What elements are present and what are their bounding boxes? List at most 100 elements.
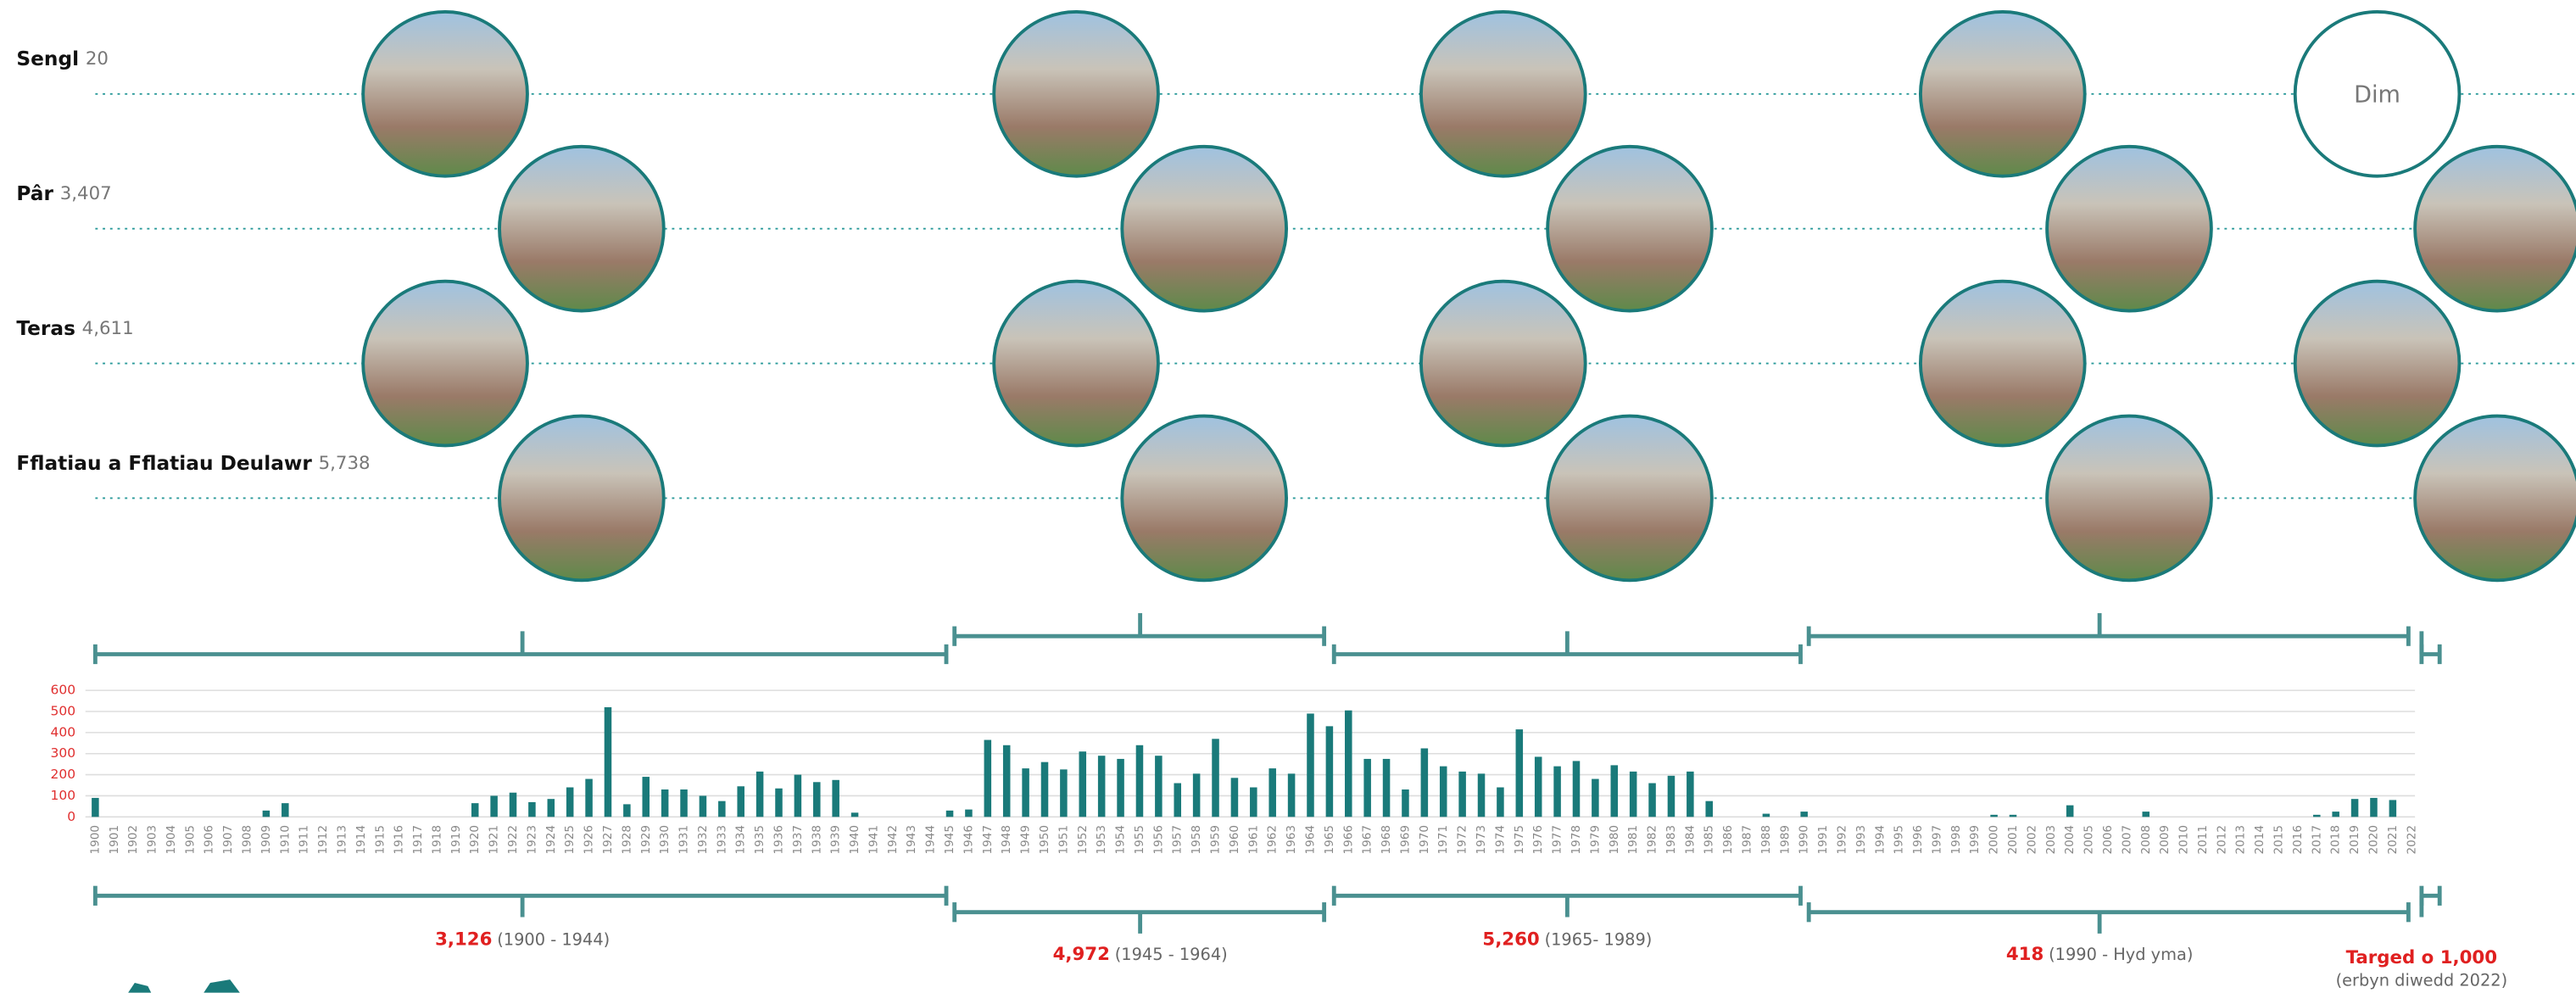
row-name: Pâr bbox=[16, 182, 53, 205]
x-tick-label: 2006 bbox=[2101, 825, 2115, 854]
x-tick-label: 1934 bbox=[734, 825, 748, 854]
bar bbox=[1439, 766, 1447, 817]
x-tick-label: 1954 bbox=[1114, 825, 1128, 854]
x-tick-label: 1940 bbox=[848, 825, 861, 854]
row-count: 3,407 bbox=[60, 183, 112, 204]
x-tick-label: 1981 bbox=[1626, 825, 1640, 854]
x-tick-label: 1967 bbox=[1361, 825, 1374, 854]
x-tick-label: 1915 bbox=[373, 825, 387, 854]
x-tick-label: 1932 bbox=[696, 825, 710, 854]
bar bbox=[832, 779, 839, 817]
bar bbox=[775, 788, 783, 817]
x-tick-label: 2003 bbox=[2044, 825, 2058, 854]
x-tick-label: 1956 bbox=[1151, 825, 1165, 854]
x-tick-label: 1984 bbox=[1683, 825, 1697, 854]
house-photo bbox=[1120, 414, 1288, 583]
bar bbox=[1079, 751, 1087, 817]
y-tick-label: 600 bbox=[51, 683, 76, 698]
x-tick-label: 2008 bbox=[2139, 825, 2153, 854]
bar bbox=[2142, 812, 2150, 817]
x-tick-label: 1945 bbox=[943, 825, 956, 854]
x-tick-label: 2010 bbox=[2177, 825, 2191, 854]
x-tick-label: 1904 bbox=[164, 825, 178, 854]
x-tick-label: 1994 bbox=[1873, 825, 1887, 854]
bar bbox=[585, 778, 593, 817]
x-tick-label: 1976 bbox=[1531, 825, 1545, 854]
period-range: (1945 - 1964) bbox=[1115, 945, 1228, 964]
x-tick-label: 1965 bbox=[1323, 825, 1336, 854]
bar bbox=[1800, 812, 1808, 817]
bar bbox=[642, 777, 650, 817]
x-tick-label: 1959 bbox=[1209, 825, 1223, 854]
x-tick-label: 1974 bbox=[1493, 825, 1507, 854]
y-tick-label: 0 bbox=[67, 809, 75, 824]
x-tick-label: 1992 bbox=[1835, 825, 1848, 854]
x-tick-label: 1962 bbox=[1266, 825, 1280, 854]
bar bbox=[1610, 765, 1619, 817]
x-tick-label: 1979 bbox=[1588, 825, 1602, 854]
x-tick-label: 1951 bbox=[1057, 825, 1070, 854]
house-photo bbox=[361, 9, 529, 178]
x-tick-label: 1946 bbox=[962, 825, 975, 854]
bar bbox=[1212, 739, 1219, 817]
bar bbox=[737, 786, 744, 817]
bar bbox=[699, 795, 707, 817]
x-tick-label: 1909 bbox=[259, 825, 273, 854]
bar bbox=[1762, 813, 1770, 817]
x-tick-label: 1925 bbox=[563, 825, 577, 854]
bar bbox=[528, 801, 536, 817]
x-tick-label: 1996 bbox=[1911, 825, 1925, 854]
bar bbox=[509, 792, 517, 817]
x-tick-label: 1983 bbox=[1664, 825, 1678, 854]
x-tick-label: 1933 bbox=[715, 825, 728, 854]
x-tick-label: 1924 bbox=[544, 825, 558, 854]
period-label: 418 (1990 - Hyd yma) bbox=[2006, 944, 2194, 965]
x-tick-label: 1957 bbox=[1171, 825, 1185, 854]
x-tick-label: 1952 bbox=[1076, 825, 1090, 854]
bar bbox=[1192, 773, 1201, 817]
x-tick-label: 1943 bbox=[905, 825, 918, 854]
x-tick-label: 1906 bbox=[203, 825, 216, 854]
bar bbox=[92, 797, 99, 817]
bar bbox=[1022, 768, 1029, 817]
y-tick-label: 200 bbox=[51, 767, 76, 782]
x-tick-label: 1918 bbox=[430, 825, 443, 854]
x-tick-label: 1935 bbox=[753, 825, 767, 854]
x-tick-label: 1911 bbox=[298, 825, 311, 854]
x-tick-label: 2013 bbox=[2234, 825, 2248, 854]
row-name: Teras bbox=[16, 316, 75, 339]
x-tick-label: 1993 bbox=[1854, 825, 1868, 854]
target-label: Targed o 1,000 bbox=[2346, 947, 2497, 968]
bar bbox=[1382, 758, 1391, 817]
x-tick-label: 2015 bbox=[2272, 825, 2286, 854]
x-tick-label: 1937 bbox=[791, 825, 805, 854]
bar bbox=[1117, 758, 1124, 817]
bar bbox=[1402, 789, 1409, 817]
row-name: Sengl bbox=[16, 47, 79, 70]
x-tick-label: 1953 bbox=[1095, 825, 1108, 854]
house-photo bbox=[1919, 9, 2087, 178]
bar bbox=[1060, 769, 1068, 817]
x-tick-label: 1936 bbox=[772, 825, 786, 854]
bar bbox=[2332, 812, 2339, 817]
x-tick-label: 2016 bbox=[2291, 825, 2305, 854]
house-photo bbox=[2413, 144, 2576, 313]
bar bbox=[1497, 787, 1504, 817]
period-label: 5,260 (1965- 1989) bbox=[1482, 929, 1652, 951]
x-tick-label: 1901 bbox=[108, 825, 121, 854]
x-tick-label: 1905 bbox=[183, 825, 197, 854]
x-tick-label: 1991 bbox=[1816, 825, 1830, 854]
bar bbox=[1477, 773, 1486, 817]
house-photo bbox=[1546, 414, 1714, 583]
y-tick-label: 100 bbox=[51, 788, 76, 803]
row-label: Teras 4,611 bbox=[16, 316, 133, 339]
house-photo bbox=[1120, 144, 1288, 313]
x-tick-label: 2021 bbox=[2386, 825, 2400, 854]
period-label: 4,972 (1945 - 1964) bbox=[1053, 944, 1228, 965]
x-tick-label: 1930 bbox=[658, 825, 672, 854]
bar bbox=[262, 810, 270, 817]
x-tick-label: 1950 bbox=[1038, 825, 1051, 854]
x-tick-label: 1986 bbox=[1721, 825, 1735, 854]
